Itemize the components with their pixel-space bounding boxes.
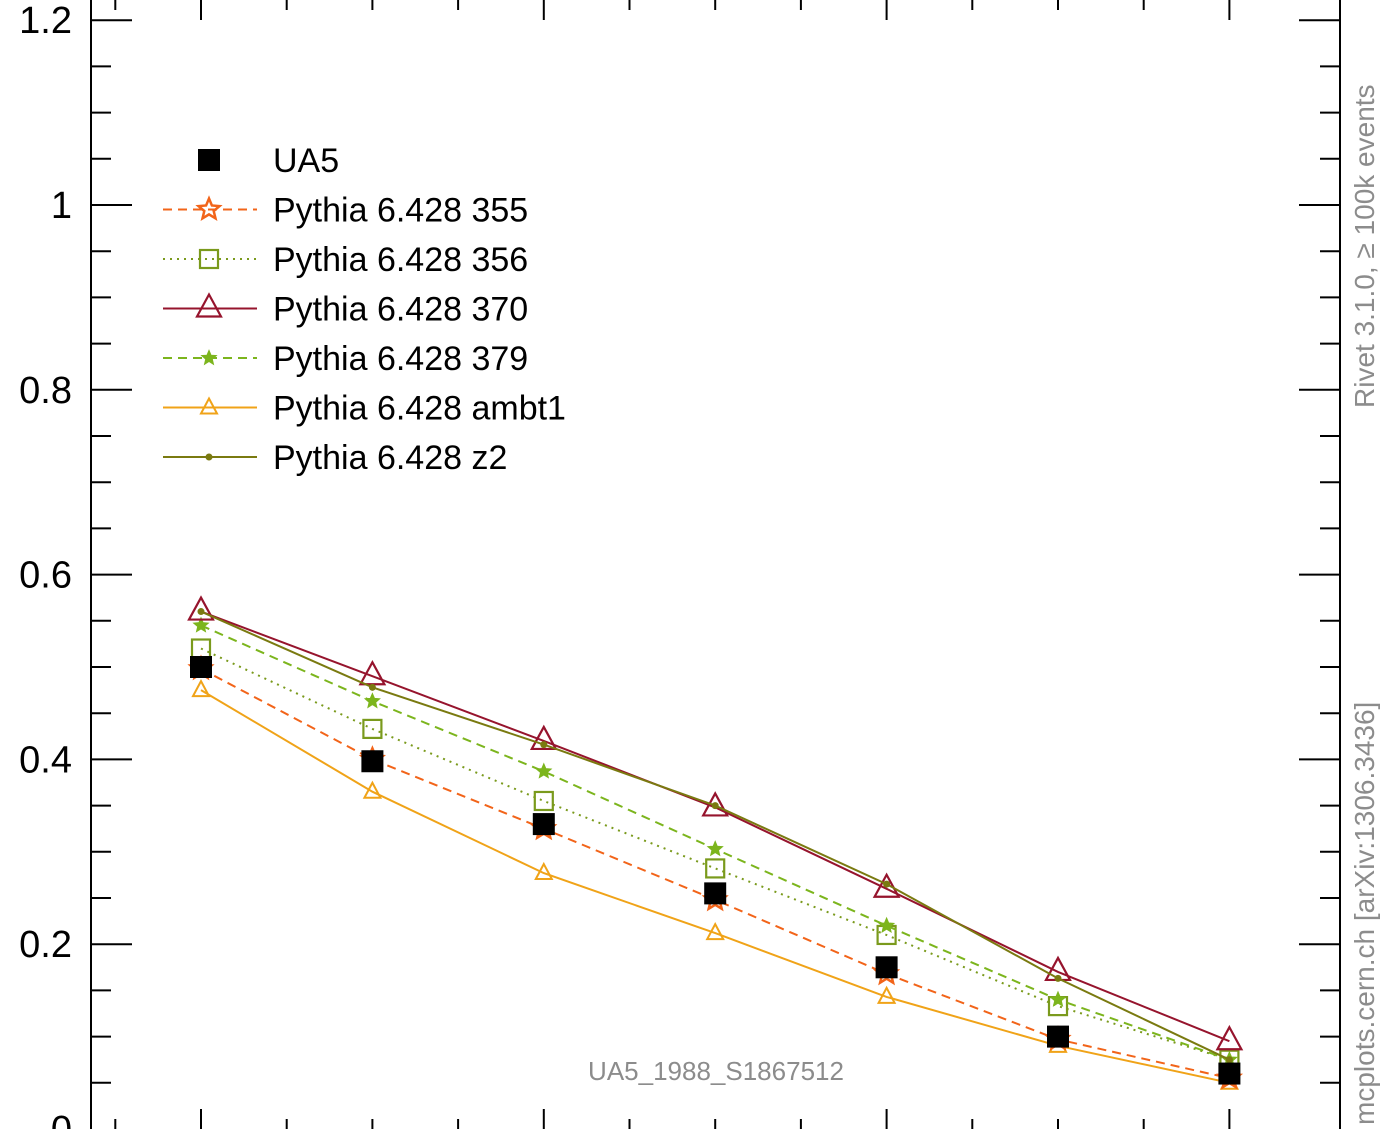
legend-entry: Pythia 6.428 370 bbox=[163, 291, 528, 329]
data-point bbox=[532, 813, 555, 836]
data-point bbox=[876, 985, 897, 1004]
series-line bbox=[200, 667, 1230, 1080]
data-point bbox=[704, 882, 727, 905]
data-point bbox=[705, 921, 725, 941]
series-line bbox=[200, 610, 1230, 1061]
legend-entry: Pythia 6.428 355 bbox=[163, 192, 528, 230]
mcplots-source-label: mcplots.cern.ch [arXiv:1306.3436] bbox=[1349, 702, 1380, 1125]
series-0 bbox=[190, 656, 1241, 1085]
series-6 bbox=[197, 608, 1233, 1064]
series-4 bbox=[192, 616, 1238, 1067]
data-point bbox=[362, 718, 383, 740]
data-point bbox=[368, 683, 376, 691]
legend-label: Pythia 6.428 355 bbox=[273, 192, 528, 230]
axes-frame: 0 0.2 0.4 0.6 0.8 1 1.2 bbox=[19, 0, 1341, 1129]
legend-marker bbox=[200, 349, 218, 366]
data-point bbox=[534, 861, 554, 881]
legend-label: Pythia 6.428 z2 bbox=[273, 439, 507, 477]
data-point bbox=[535, 762, 553, 779]
data-point bbox=[1047, 1025, 1069, 1048]
data-point bbox=[533, 790, 554, 812]
data-point bbox=[191, 678, 211, 698]
data-point bbox=[706, 840, 724, 857]
series-1 bbox=[187, 654, 1244, 1090]
legend-entry: Pythia 6.428 ambt1 bbox=[163, 390, 566, 428]
legend: UA5 Pythia 6.428 355 Pythia 6.428 356 Pythi… bbox=[163, 142, 566, 477]
series-3 bbox=[187, 595, 1244, 1051]
data-point bbox=[711, 802, 719, 810]
legend-label: Pythia 6.428 ambt1 bbox=[273, 390, 566, 428]
legend-label: Pythia 6.428 356 bbox=[273, 241, 528, 279]
data-point bbox=[190, 656, 212, 678]
y-tick-label: 0.8 bbox=[19, 370, 72, 412]
data-point bbox=[187, 595, 215, 621]
legend-entry: UA5 bbox=[198, 142, 339, 180]
data-point bbox=[872, 872, 901, 898]
y-tick-label: 0 bbox=[51, 1109, 72, 1129]
data-point bbox=[361, 750, 384, 773]
data-point bbox=[192, 616, 210, 633]
legend-marker bbox=[195, 292, 223, 318]
data-point bbox=[705, 858, 726, 879]
legend-marker bbox=[198, 248, 220, 270]
series-line bbox=[200, 610, 1230, 1043]
data-point bbox=[197, 608, 205, 616]
legend-entry: Pythia 6.428 379 bbox=[163, 340, 528, 378]
series-2 bbox=[190, 638, 1240, 1070]
data-point bbox=[540, 741, 548, 749]
legend-entry: Pythia 6.428 z2 bbox=[163, 439, 507, 477]
data-point bbox=[875, 956, 898, 979]
legend-label: UA5 bbox=[273, 142, 339, 180]
y-tick-label: 0.6 bbox=[19, 555, 72, 597]
legend-label: Pythia 6.428 370 bbox=[273, 291, 528, 329]
data-point bbox=[529, 724, 558, 751]
data-point bbox=[1054, 974, 1062, 982]
legend-marker bbox=[198, 149, 220, 171]
legend-label: Pythia 6.428 379 bbox=[273, 340, 528, 378]
legend-marker bbox=[195, 195, 223, 222]
y-tick-label: 0.2 bbox=[19, 924, 72, 966]
data-point bbox=[1049, 990, 1067, 1007]
data-point bbox=[878, 916, 896, 933]
legend-entry: Pythia 6.428 356 bbox=[163, 241, 528, 279]
rivet-version-label: Rivet 3.1.0, ≥ 100k events bbox=[1349, 84, 1380, 408]
data-point bbox=[1218, 1062, 1241, 1085]
y-tick-label: 0.4 bbox=[19, 739, 72, 781]
y-tick-label: 1 bbox=[51, 185, 72, 227]
analysis-watermark: UA5_1988_S1867512 bbox=[588, 1056, 844, 1086]
data-point bbox=[362, 780, 383, 799]
series-line bbox=[200, 647, 1230, 1061]
data-point bbox=[883, 880, 891, 888]
series-layer bbox=[187, 595, 1244, 1090]
y-tick-label: 1.2 bbox=[19, 0, 72, 42]
data-point bbox=[1215, 1024, 1244, 1051]
legend-marker bbox=[205, 453, 213, 461]
data-point bbox=[363, 692, 381, 709]
data-point bbox=[1225, 1056, 1233, 1064]
legend-marker bbox=[199, 396, 219, 415]
